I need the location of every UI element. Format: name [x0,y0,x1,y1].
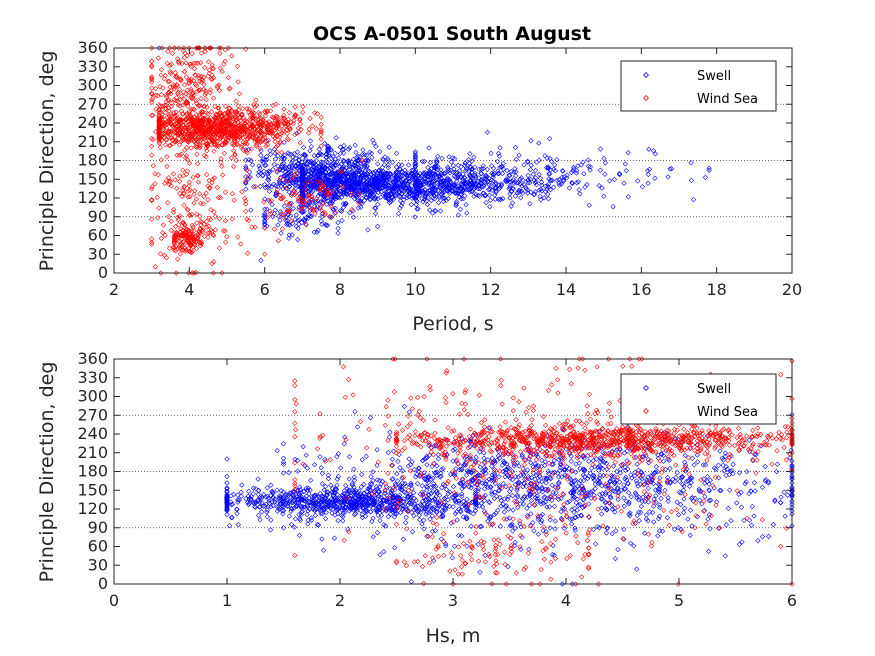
y-tick-label: 240 [77,113,108,132]
top-x-axis-label: Period, s [412,313,493,335]
y-tick-label: 30 [88,244,108,263]
x-tick-label: 8 [335,280,345,299]
y-tick-label: 0 [98,263,108,282]
y-tick-label: 210 [77,132,108,151]
chart-title: OCS A-0501 South August [313,23,591,45]
y-tick-label: 330 [77,57,108,76]
top-legend-label-swell: Swell [697,69,731,84]
figure: OCS A-0501 South August 2 4 6 8 10 12 14 16 18 20… [0,0,875,656]
y-tick-label: 90 [88,207,108,226]
top-legend: Swell Wind Sea [621,61,776,111]
y-tick-label: 270 [77,94,108,113]
x-tick-label: 20 [782,280,802,299]
y-tick-label: 300 [77,76,108,95]
x-tick-label: 18 [706,280,726,299]
x-tick-label: 14 [556,280,576,299]
y-tick-label: 360 [77,38,108,57]
x-tick-label: 2 [109,280,119,299]
y-tick-label: 180 [77,151,108,170]
y-tick-label: 150 [77,169,108,188]
x-tick-label: 10 [405,280,425,299]
y-tick-label: 120 [77,188,108,207]
x-tick-label: 12 [480,280,500,299]
x-tick-label: 4 [184,280,194,299]
top-y-axis-label: Principle Direction, deg [36,51,58,272]
y-tick-label: 60 [88,226,108,245]
x-tick-label: 6 [260,280,270,299]
top-legend-label-wind-sea: Wind Sea [697,92,758,107]
x-tick-label: 16 [631,280,651,299]
